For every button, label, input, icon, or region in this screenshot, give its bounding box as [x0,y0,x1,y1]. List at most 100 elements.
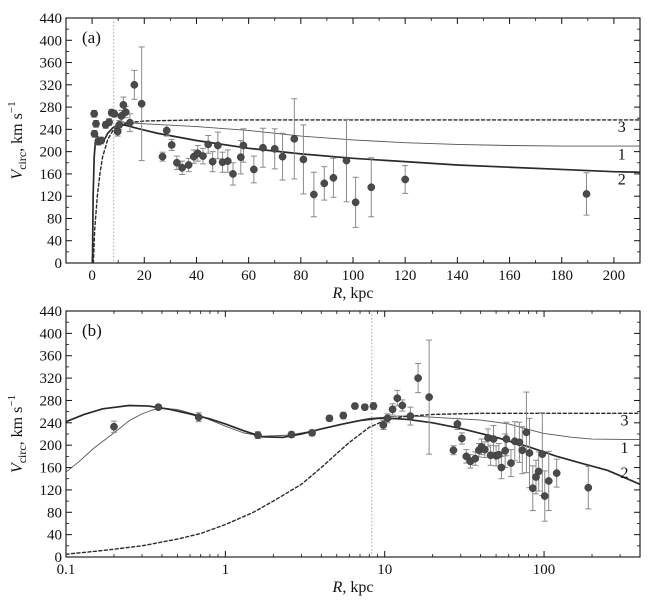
data-point [458,434,466,443]
data-point [290,134,299,143]
y-tick-label: 240 [40,122,63,138]
y-tick-label: 360 [40,56,63,72]
data-point [462,452,471,461]
data-point [342,156,351,165]
data-point [515,438,524,447]
data-point [406,412,415,420]
data-point [507,459,515,467]
x-tick-label: 140 [446,268,469,284]
x-tick-label: 0.1 [57,562,76,578]
data-point [97,136,106,145]
y-tick-label: 440 [40,304,63,320]
y-tick-label: 40 [47,528,62,544]
data-point [208,157,217,166]
data-point [167,141,176,149]
data-point [525,449,534,457]
data-point [308,429,316,437]
y-tick-label: 400 [40,33,63,49]
plot-frame [65,310,641,558]
data-point [299,155,308,164]
x-tick-label: 100 [533,562,556,578]
x-tick-label: 60 [241,268,256,284]
data-point [115,121,124,129]
y-tick-label: 80 [47,505,62,521]
y-tick-label: 280 [40,393,63,409]
y-tick-label: 320 [40,371,63,387]
data-point [278,152,287,161]
y-tick-label: 320 [40,78,63,94]
data-point [502,435,511,443]
data-point [158,152,167,161]
y-tick-label: 200 [40,438,63,454]
x-axis-label: R, kpc [332,579,374,596]
data-point [236,153,245,162]
data-point [339,411,348,420]
y-tick-label: 280 [40,100,63,116]
data-point [471,454,480,463]
y-axis-label: Vcirc, km s−1 [6,395,29,473]
data-point [110,109,119,118]
data-point [497,463,506,472]
x-tick-label: 200 [603,268,626,284]
data-point [162,126,171,135]
y-tick-label: 200 [40,145,63,161]
x-tick-label: 160 [498,268,521,284]
data-point [287,430,296,439]
y-axis-unit: , km s [9,407,26,446]
x-tick-label: 100 [342,268,365,284]
data-point [582,190,591,198]
curve-3 [92,119,640,263]
data-point [126,118,134,127]
y-tick-label: 160 [40,167,63,183]
data-point [184,161,193,169]
data-point [522,428,531,437]
data-point [325,414,334,423]
data-point [259,143,267,152]
y-axis-exponent: −1 [6,395,18,407]
x-axis-label: R, kpc [332,285,374,302]
x-tick-label: 0 [88,268,96,284]
data-point [110,422,118,431]
x-axis-unit: , kpc [342,579,373,596]
data-point [90,109,99,118]
data-point [270,145,279,153]
x-tick-label: 40 [189,268,204,284]
y-axis-symbol: V [9,168,26,180]
data-point [360,403,369,412]
data-point [528,484,537,493]
data-point [329,173,338,182]
data-point [449,446,458,455]
data-point [130,80,139,89]
data-point [584,483,593,492]
data-point [199,152,207,160]
data-point [105,118,113,126]
data-point [250,165,258,174]
data-point [320,179,329,188]
x-tick-label: 180 [550,268,573,284]
data-point [379,421,388,429]
data-point [113,127,122,136]
y-tick-label: 400 [40,326,63,342]
curve-label: 1 [621,440,629,457]
y-axis-subscript: circ [15,445,29,463]
x-axis-symbol: R [332,285,343,302]
panel-label: (b) [82,321,102,340]
panel-a: 0 40 80 120 160 200 240 280 320 360 400 440 0 20 40 60 8… [6,11,641,302]
data-point [534,467,543,476]
x-axis-symbol: R [332,579,343,596]
curve-label: 1 [618,146,626,163]
data-point [540,492,549,500]
data-point [518,446,527,455]
data-point [383,414,392,423]
y-tick-label: 80 [47,211,62,227]
y-tick-label: 160 [40,461,63,477]
y-axis-label: Vcirc, km s−1 [6,101,29,179]
curve-label: 2 [618,171,626,188]
plot-frame [65,17,641,264]
data-point [538,450,547,458]
data-point [92,119,100,128]
data-point [393,394,402,403]
data-point [401,175,410,184]
y-tick-label: 0 [55,550,63,566]
curve-3 [66,412,640,555]
